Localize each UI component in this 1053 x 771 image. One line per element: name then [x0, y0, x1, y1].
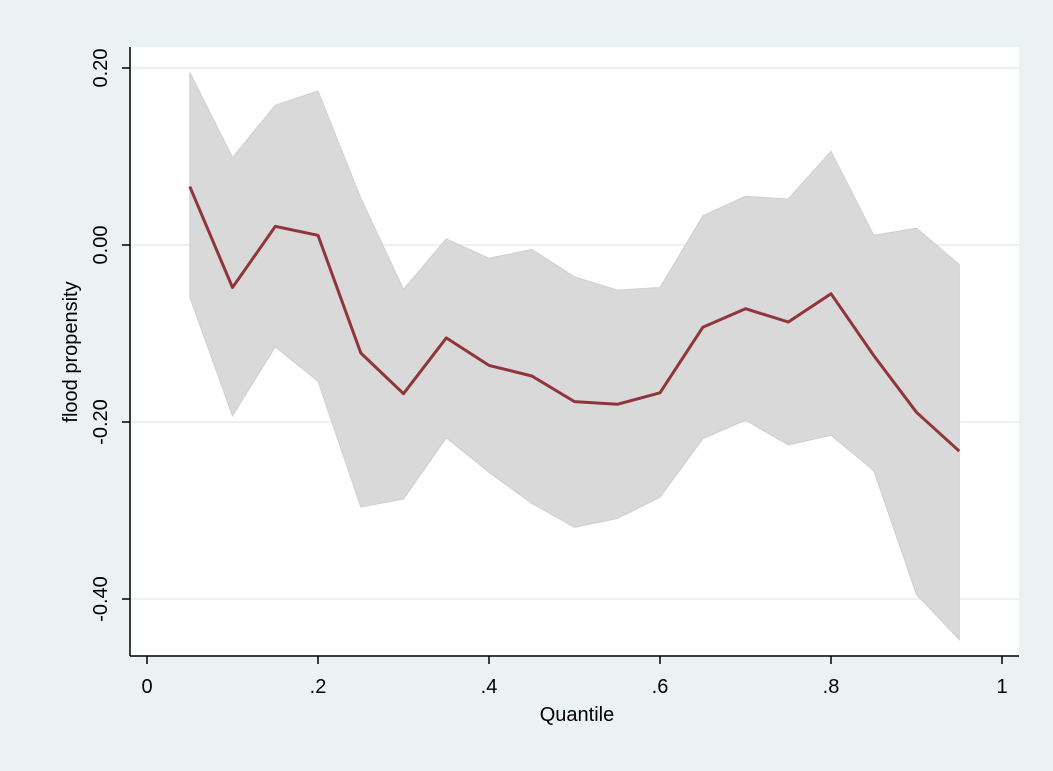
confidence-band-area	[189, 72, 960, 641]
x-axis-title: Quantile	[540, 704, 615, 726]
series-line	[188, 186, 961, 453]
x-tick-label-3: .6	[652, 676, 669, 698]
confidence-band	[189, 72, 960, 641]
x-tick-label-1: .2	[310, 676, 327, 698]
y-axis-title: flood propensity	[60, 281, 82, 422]
y-axis: 0.20 0.00 -0.20 -0.40	[90, 47, 131, 656]
x-tick-label-4: .8	[823, 676, 840, 698]
x-tick-label-2: .4	[481, 676, 498, 698]
estimate-line	[188, 186, 961, 453]
y-tick-label-0: 0.20	[90, 49, 112, 88]
y-tick-label-1: 0.00	[90, 226, 112, 265]
y-tick-label-2: -0.20	[90, 399, 112, 445]
x-tick-label-5: 1	[996, 676, 1007, 698]
x-tick-label-0: 0	[141, 676, 152, 698]
y-tick-label-3: -0.40	[90, 576, 112, 622]
x-axis: 0 .2 .4 .6 .8 1	[130, 655, 1019, 698]
